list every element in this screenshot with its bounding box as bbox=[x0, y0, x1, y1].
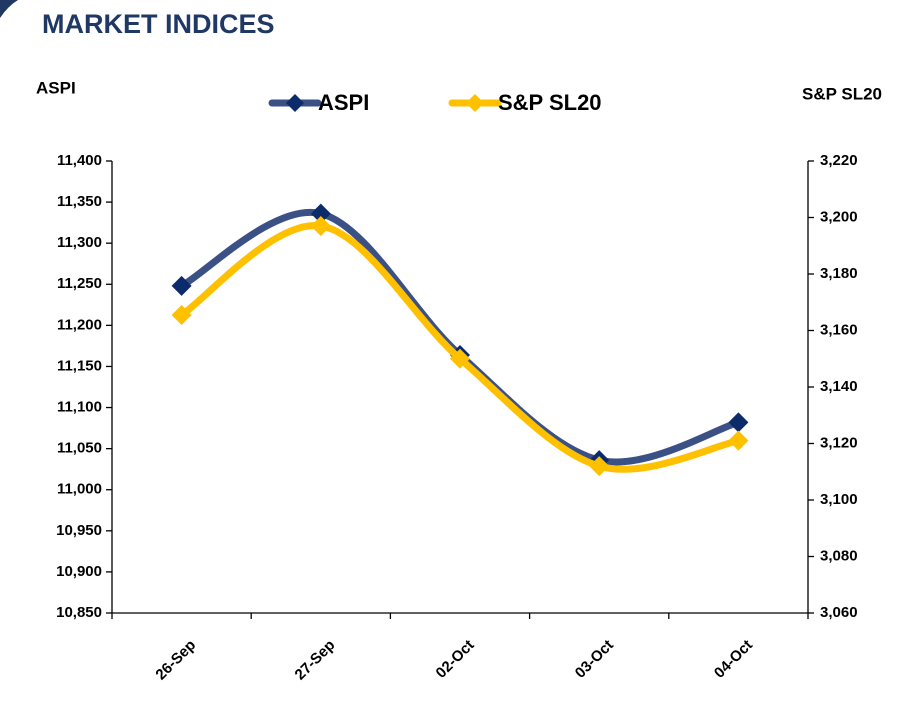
point-marker bbox=[589, 456, 610, 477]
y-tick-label: 11,050 bbox=[57, 440, 102, 457]
y2-tick-label: 3,140 bbox=[820, 378, 858, 395]
point-marker bbox=[728, 412, 749, 433]
y-tick-label: 11,000 bbox=[57, 481, 102, 498]
y2-tick-label: 3,200 bbox=[820, 208, 858, 225]
x-tick-label: 26-Sep bbox=[152, 637, 199, 684]
y-axis-label: ASPI bbox=[36, 78, 76, 97]
y2-tick-label: 3,080 bbox=[820, 547, 858, 564]
y2-tick-label: 3,060 bbox=[820, 604, 858, 621]
y-tick-label: 11,100 bbox=[57, 399, 102, 416]
point-marker bbox=[171, 275, 192, 296]
point-marker bbox=[171, 304, 192, 325]
point-marker bbox=[450, 348, 470, 369]
legend-marker bbox=[466, 94, 484, 112]
y-tick-label: 11,200 bbox=[57, 316, 102, 333]
x-tick-label: 04-Oct bbox=[711, 637, 756, 682]
point-marker bbox=[728, 430, 749, 451]
y2-tick-label: 3,220 bbox=[820, 152, 858, 169]
point-marker bbox=[310, 203, 331, 224]
legend-label: S&P SL20 bbox=[498, 90, 602, 115]
chart-title: MARKET INDICES bbox=[42, 9, 275, 39]
point-marker bbox=[310, 215, 331, 236]
y-tick-label: 10,900 bbox=[56, 563, 102, 580]
y2-axis-label: S&P SL20 bbox=[802, 84, 882, 103]
series-line bbox=[178, 208, 742, 466]
y-tick-label: 11,300 bbox=[57, 234, 102, 251]
y-tick-label: 11,250 bbox=[57, 275, 102, 292]
x-tick-label: 27-Sep bbox=[292, 637, 339, 684]
y-tick-label: 11,150 bbox=[57, 357, 102, 374]
legend-marker bbox=[286, 94, 304, 112]
y2-tick-label: 3,100 bbox=[820, 491, 858, 508]
corner-decoration bbox=[0, 0, 18, 18]
y2-tick-label: 3,120 bbox=[820, 434, 858, 451]
x-tick-label: 03-Oct bbox=[572, 637, 617, 682]
x-tick-label: 02-Oct bbox=[433, 637, 478, 682]
y-tick-label: 11,400 bbox=[57, 152, 102, 169]
y2-tick-label: 3,160 bbox=[820, 321, 858, 338]
y-tick-label: 10,950 bbox=[56, 522, 102, 539]
y2-tick-label: 3,180 bbox=[820, 265, 858, 282]
y-tick-label: 10,850 bbox=[56, 604, 102, 621]
legend-label: ASPI bbox=[318, 90, 369, 115]
y-tick-label: 11,350 bbox=[57, 193, 102, 210]
